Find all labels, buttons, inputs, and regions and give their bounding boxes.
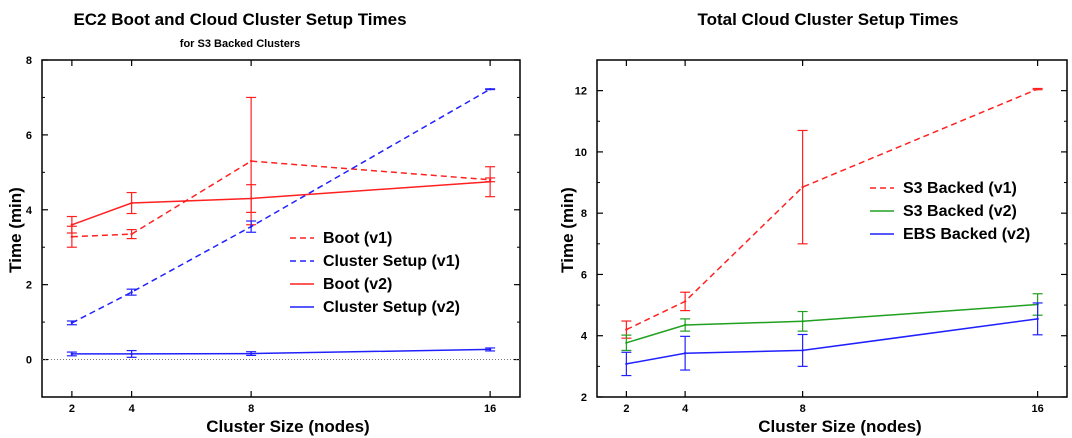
chart-right-x-axis-label: Cluster Size (nodes) (758, 417, 921, 436)
chart-left-x-tick-label: 4 (129, 403, 136, 415)
chart-left-series-cluster-setup-v2-point (488, 348, 492, 351)
chart-left-series-cluster-setup-v1-point (249, 225, 253, 228)
chart-right-series-s3-backed-v1-legend-label: S3 Backed (v1) (903, 180, 1017, 197)
chart-left-series-boot-v2-point (70, 223, 74, 226)
chart-left-series-cluster-setup-v1-line (71, 88, 491, 324)
chart-right-series-s3-backed-v2-legend-label: S3 Backed (v2) (903, 203, 1017, 220)
chart-right-series-s3-backed-v2-line (626, 303, 1038, 344)
chart-left-series-cluster-setup-v1-point (130, 290, 133, 294)
chart-right-series-s3-backed-v1-line (626, 88, 1038, 331)
chart-left-plot-area (41, 59, 521, 398)
chart-right-x-tick-label: 16 (1032, 403, 1044, 415)
chart-left-subtitle: for S3 Backed Clusters (180, 38, 300, 50)
chart-right-y-tick-label: 4 (581, 331, 588, 343)
chart-right-plot-frame (596, 59, 1068, 398)
chart-left-series-cluster-setup-v2-legend-label: Cluster Setup (v2) (323, 299, 460, 316)
chart-right-y-axis-label: Time (min) (558, 187, 577, 273)
chart-right-y-tick-label: 12 (575, 86, 587, 98)
chart-right-plot-area (596, 59, 1068, 398)
chart-left-x-axis-label: Cluster Size (nodes) (206, 417, 369, 436)
chart-right-series-ebs-backed-v2-legend-label: EBS Backed (v2) (903, 226, 1030, 243)
chart-left-series-boot-v1-point (130, 232, 133, 236)
chart-right-y-tick-label: 6 (581, 269, 587, 281)
chart-left-x-tick-label: 16 (484, 403, 496, 415)
chart-left-series-cluster-setup-v2-point (70, 352, 74, 356)
chart-right-x-tick-label: 8 (800, 403, 806, 415)
chart-right-x-tick-label: 2 (623, 403, 629, 415)
chart-right-series-ebs-backed-v2-point (1036, 317, 1039, 321)
chart-left-series-boot-v2-point (130, 201, 133, 205)
chart-left-series-boot-v2-line (71, 180, 491, 226)
chart-left-series-boot-v2-point (249, 197, 253, 200)
chart-left-series-cluster-setup-v1-legend-label: Cluster Setup (v1) (323, 253, 460, 270)
chart-left-series-cluster-setup-v2-point (130, 352, 133, 356)
chart-left-title: EC2 Boot and Cloud Cluster Setup Times (73, 10, 406, 29)
chart-left-x-tick-label: 8 (248, 403, 254, 415)
chart-left-series-boot-v2-point (488, 180, 492, 183)
chart-right-series-ebs-backed-v2-point (683, 351, 687, 355)
chart-left-y-tick-label: 4 (26, 205, 33, 217)
chart-right-legend: S3 Backed (v1) S3 Backed (v2) EBS Backed (… (870, 180, 1030, 243)
chart-right-y-tick-label: 10 (575, 147, 587, 159)
chart-left-y-axis-label: Time (min) (6, 187, 25, 273)
chart-left-series-boot-v1-legend-label: Boot (v1) (323, 230, 392, 247)
chart-right-series-ebs-backed-v2-point (801, 349, 804, 352)
chart-left-y-tick-label: 6 (26, 130, 32, 142)
chart-right-series-s3-backed-v1-point (625, 328, 628, 331)
chart-left-series-cluster-setup-v1-point (488, 88, 492, 91)
chart-left-ticks: 2 4 8 16 0 2 4 6 8 (26, 55, 520, 415)
chart-left-series-boot-v1-point (249, 159, 253, 163)
chart-left-x-tick-label: 2 (69, 403, 75, 415)
chart-left-series-cluster-setup-v1-point (70, 321, 74, 325)
chart-left-plot-frame (41, 59, 521, 398)
chart-left-y-tick-label: 2 (26, 280, 32, 292)
chart-right-series-ebs-backed-v2-point (625, 362, 628, 366)
chart-right-x-tick-label: 4 (682, 403, 689, 415)
chart-right-series-ebs-backed-v2-line (626, 318, 1038, 365)
chart-right-y-tick-label: 8 (581, 208, 587, 220)
chart-right: Total Cloud Cluster Setup Times Cluster … (558, 10, 1068, 436)
chart-left-series-boot-v1-line (71, 160, 491, 238)
chart-left-series-boot-v2-legend-label: Boot (v2) (323, 276, 392, 293)
chart-left-y-tick-label: 8 (26, 55, 32, 67)
chart-left-y-tick-label: 0 (26, 355, 32, 367)
chart-left-series-cluster-setup-v2-line (71, 348, 491, 355)
chart-right-title: Total Cloud Cluster Setup Times (697, 10, 958, 29)
chart-left-legend: Boot (v1) Cluster Setup (v1) Boot (v2) Clus… (290, 230, 460, 316)
chart-right-series-s3-backed-v1-point (683, 300, 687, 303)
chart-right-series-s3-backed-v2-point (801, 320, 804, 323)
chart-left: EC2 Boot and Cloud Cluster Setup Times f… (6, 10, 521, 436)
chart-right-series-s3-backed-v1-point (1036, 87, 1039, 91)
chart-right-series-s3-backed-v2-point (683, 323, 687, 327)
chart-right-y-tick-label: 2 (581, 392, 587, 404)
chart-right-series-s3-backed-v1-point (801, 185, 804, 189)
chart-left-series-cluster-setup-v2-point (249, 352, 253, 355)
chart-left-series-boot-v1-point (70, 235, 74, 238)
chart-right-series-s3-backed-v2-point (625, 341, 628, 344)
